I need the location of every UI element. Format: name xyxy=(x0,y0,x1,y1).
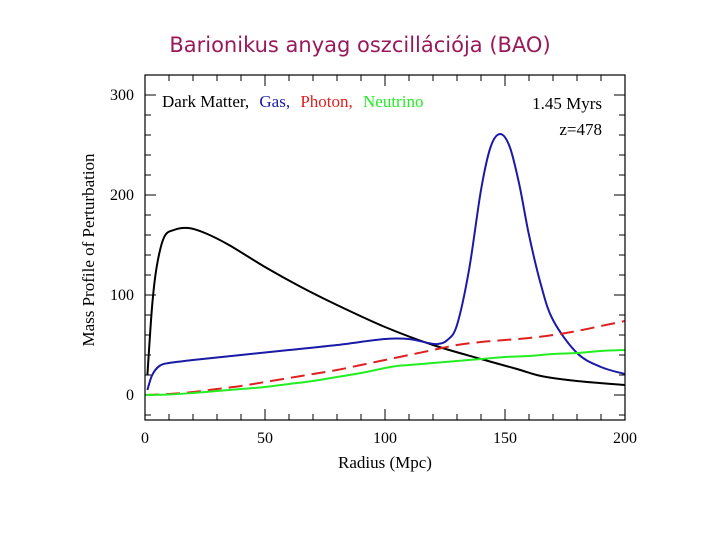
series-line-neutrino xyxy=(145,349,625,396)
legend-entry-photon: Photon, xyxy=(300,92,352,111)
x-tick-label: 200 xyxy=(613,430,637,447)
axis-ticks xyxy=(144,74,626,420)
legend-entry-neutrino: Neutrino xyxy=(363,92,423,111)
tick-labels: 0 50 100 150 200 0 100 200 300 xyxy=(110,87,637,447)
y-tick-label: 200 xyxy=(110,187,134,204)
series-line-gas xyxy=(146,133,625,391)
x-tick-label: 0 xyxy=(141,430,149,447)
series-line-photon xyxy=(145,320,625,396)
annotation-time: 1.45 Myrs xyxy=(532,94,602,113)
x-tick-label: 50 xyxy=(257,430,273,447)
series-lines xyxy=(145,133,625,396)
plot-frame xyxy=(144,74,626,421)
series-line-dark-matter xyxy=(146,226,625,386)
slide-title: Barionikus anyag oszcillációja (BAO) xyxy=(169,33,551,57)
legend-entry-dark-matter: Dark Matter, xyxy=(162,92,249,111)
x-tick-label: 150 xyxy=(493,430,517,447)
y-axis-label: Mass Profile of Perturbation xyxy=(79,153,98,347)
y-tick-label: 300 xyxy=(110,87,134,104)
x-tick-label: 100 xyxy=(373,430,397,447)
legend: Dark Matter, Gas, Photon, Neutrino xyxy=(162,92,423,111)
annotation-redshift: z=478 xyxy=(559,120,602,139)
legend-entry-gas: Gas, xyxy=(259,92,290,111)
x-axis-label: Radius (Mpc) xyxy=(338,453,432,472)
y-tick-label: 100 xyxy=(110,287,134,304)
y-tick-label: 0 xyxy=(126,387,134,404)
